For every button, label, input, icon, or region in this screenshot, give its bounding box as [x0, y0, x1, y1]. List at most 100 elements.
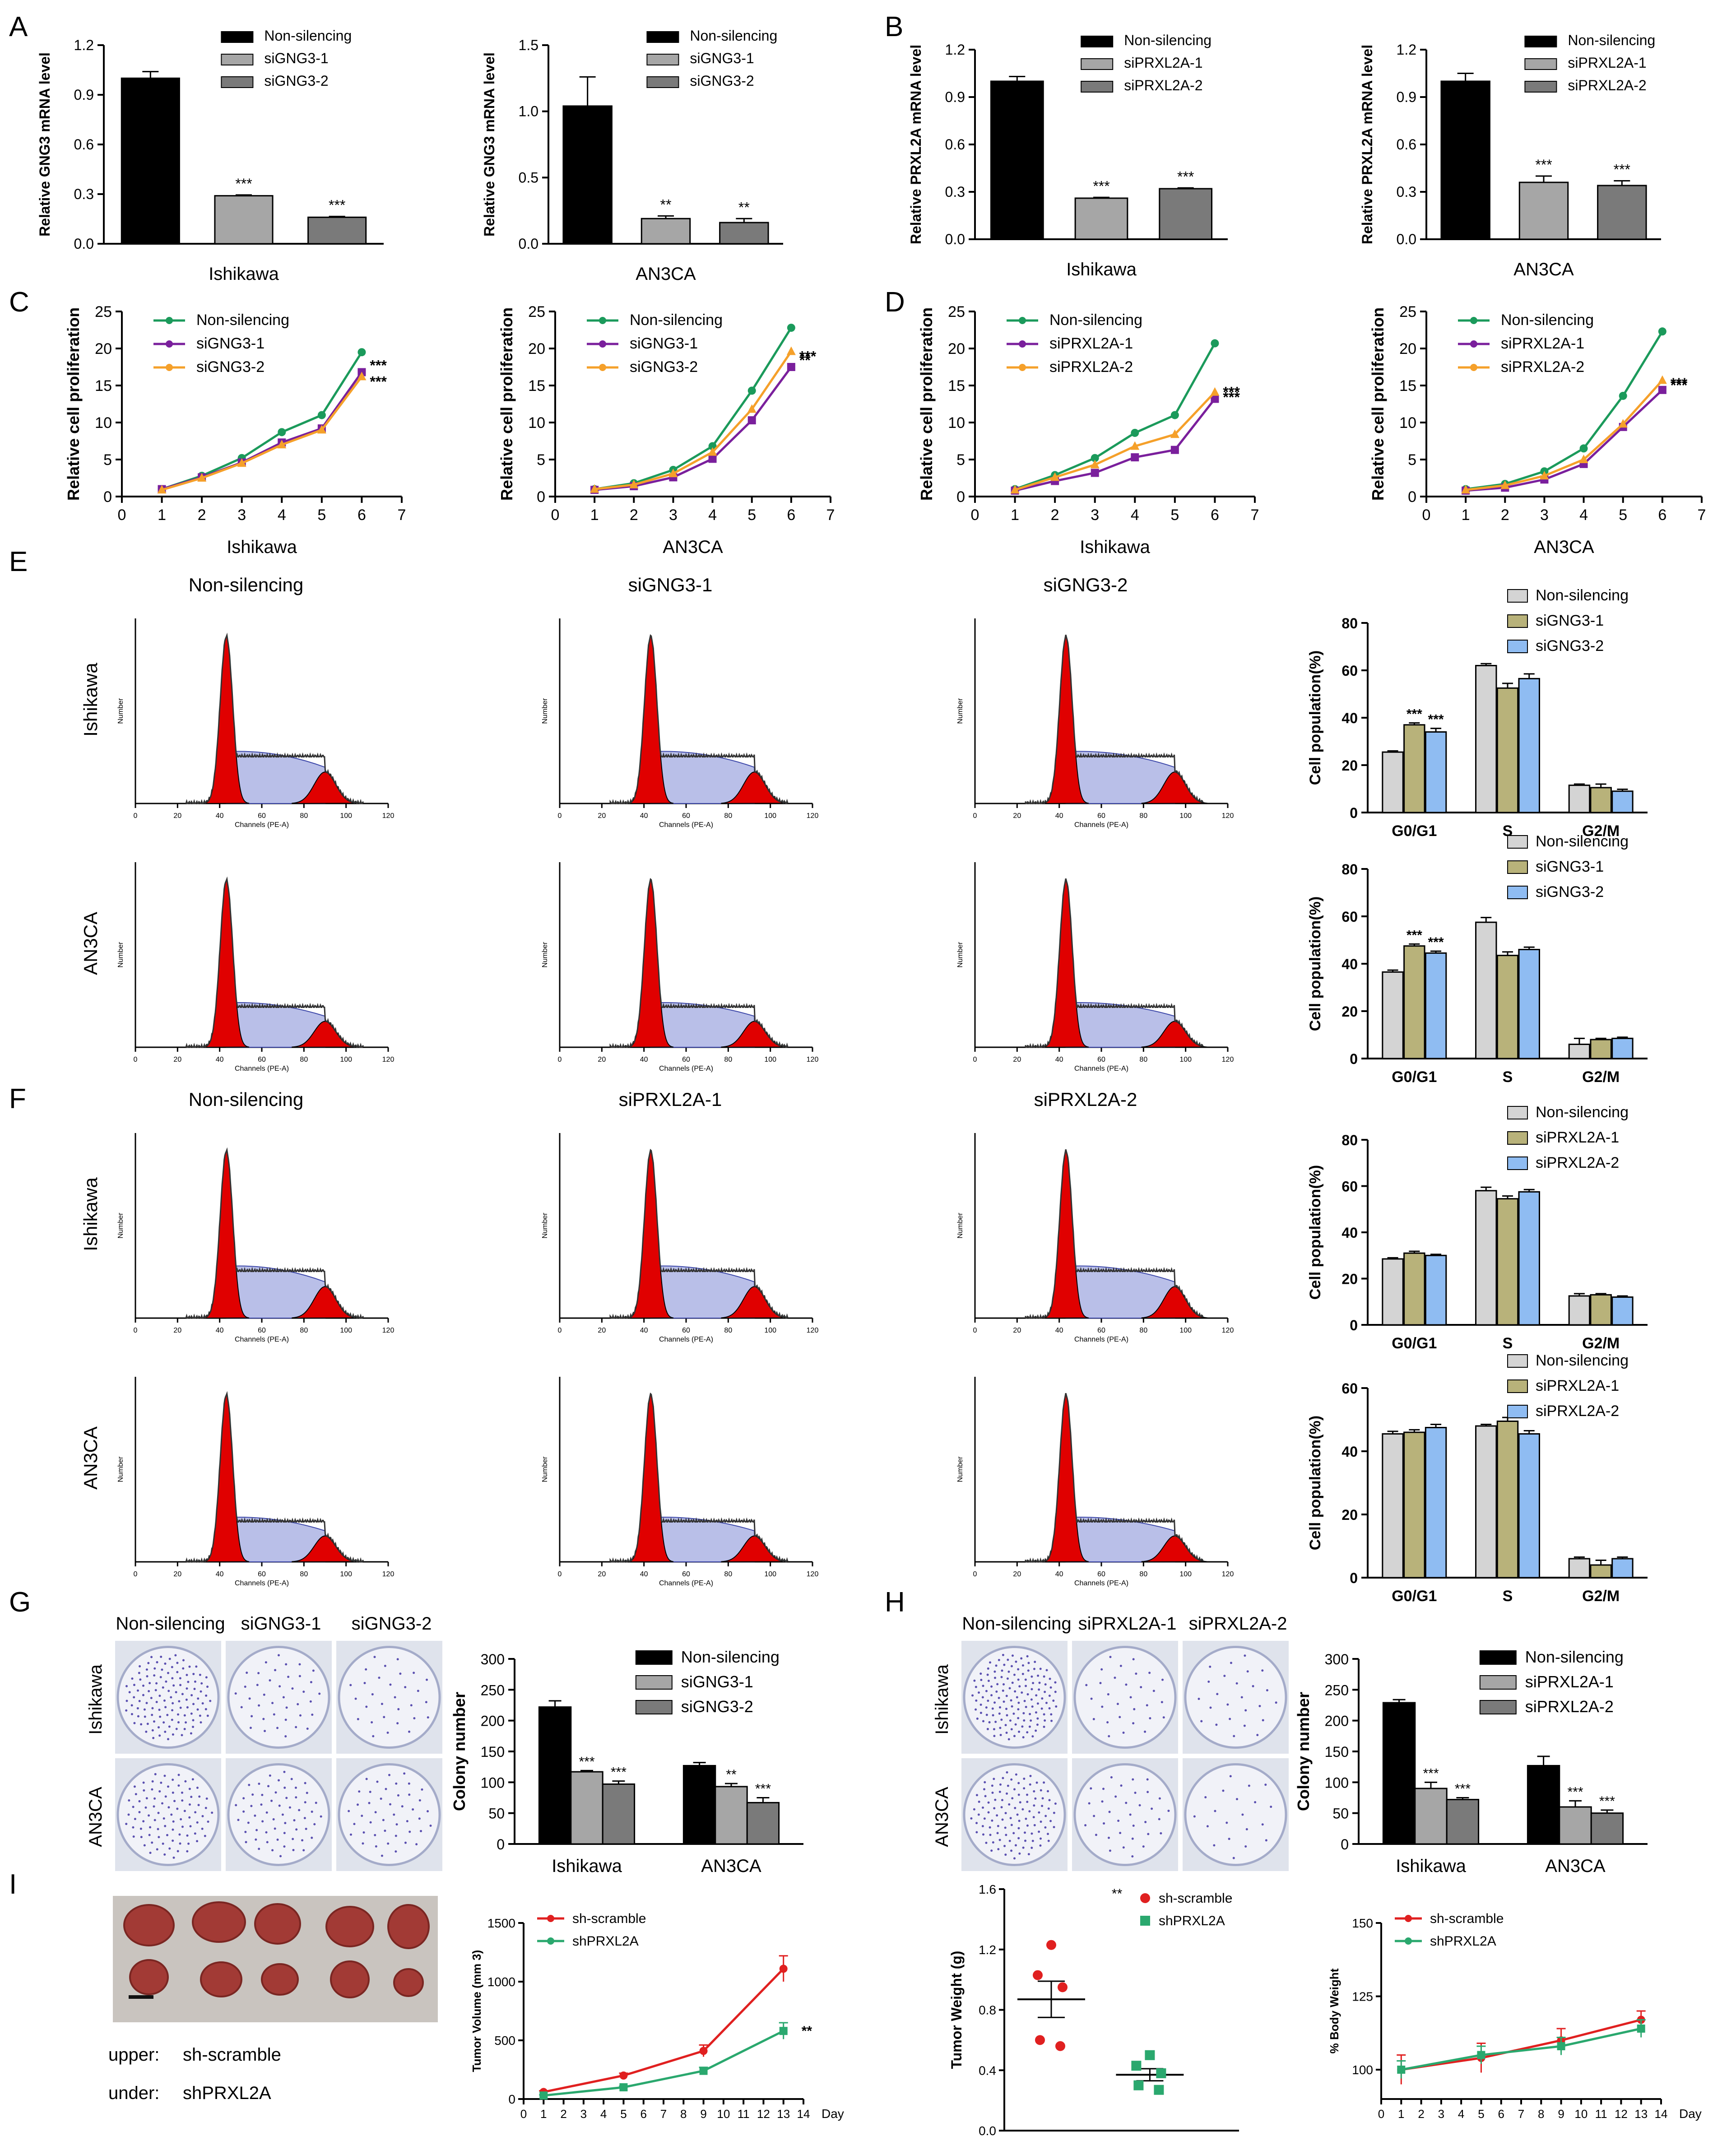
colony-dot	[1107, 1693, 1109, 1695]
histogram-outline	[185, 1391, 364, 1563]
legend-label: siPRXL2A-1	[1536, 1129, 1619, 1146]
y-axis-title: Relative cell proliferation	[917, 307, 936, 501]
legend-swatch	[1081, 36, 1114, 47]
legend-swatch	[1081, 58, 1114, 70]
colony-dot	[285, 1797, 288, 1799]
colony-dot	[1228, 1838, 1230, 1840]
x-tick-label: 9	[700, 2107, 706, 2121]
colony-dot	[1024, 1839, 1026, 1842]
colony-dot	[297, 1703, 299, 1705]
colony-dot	[146, 1723, 149, 1725]
x-axis-title: AN3CA	[1513, 260, 1574, 279]
colony-dot	[403, 1772, 406, 1775]
colony-dot	[1108, 1811, 1111, 1813]
data-point	[619, 2083, 628, 2091]
x-tick-label: 20	[173, 1056, 181, 1064]
colony-dot	[1193, 1815, 1196, 1818]
colony-dot	[1134, 1792, 1137, 1794]
colony-dot	[247, 1821, 250, 1824]
colony-dot	[176, 1807, 179, 1810]
data-point	[277, 440, 287, 449]
colony-dot	[1027, 1853, 1030, 1856]
colony-dot	[1109, 1849, 1111, 1852]
colony-dot	[1031, 1839, 1034, 1842]
x-tick-label: 14	[1655, 2107, 1668, 2121]
colony-dot	[985, 1690, 988, 1692]
colony-dot	[981, 1696, 984, 1699]
colony-dot	[979, 1712, 982, 1714]
colony-dot	[157, 1811, 160, 1814]
legend-swatch	[1507, 1106, 1528, 1119]
data-point	[357, 372, 367, 381]
bar	[602, 1783, 636, 1845]
colony-dot	[1003, 1683, 1005, 1686]
colony-dot	[415, 1843, 418, 1846]
colony-dot	[987, 1700, 989, 1702]
colony-dot	[1225, 1821, 1228, 1824]
colony-dot	[1007, 1784, 1009, 1787]
colony-dot	[1167, 1810, 1170, 1812]
x-tick-label: 5	[747, 506, 756, 524]
colony-dot	[298, 1675, 301, 1677]
colony-dot	[191, 1778, 194, 1781]
data-point	[1397, 2066, 1406, 2074]
colony-dot	[1052, 1700, 1055, 1702]
y-tick-label: 0.0	[74, 236, 94, 252]
legend-marker	[1405, 1937, 1412, 1945]
colony-dot	[397, 1708, 400, 1710]
x-tick-label: 20	[173, 1327, 181, 1334]
legend-label: siGNG3-2	[681, 1697, 753, 1716]
x-tick-label: 0	[134, 1570, 138, 1578]
colony-dot	[998, 1706, 1001, 1709]
colony-dot	[991, 1707, 994, 1710]
colony-dot	[1011, 1705, 1013, 1708]
y-tick-label: 0	[1408, 488, 1416, 506]
bar	[715, 1786, 748, 1845]
colony-dot	[1047, 1839, 1050, 1842]
colony-dot	[1029, 1774, 1032, 1777]
colony-dot	[1020, 1657, 1023, 1660]
colony-dot	[1021, 1808, 1024, 1811]
colony-dot	[283, 1832, 286, 1834]
bar	[1518, 678, 1540, 813]
colony-dot	[186, 1834, 189, 1837]
colony-dot	[1099, 1682, 1102, 1685]
colony-dot	[200, 1690, 202, 1693]
colony-dot	[138, 1811, 141, 1813]
colony-dot	[1025, 1817, 1027, 1820]
legend-label: siPRXL2A-1	[1501, 335, 1584, 352]
y-tick-label: 0	[1350, 1570, 1358, 1586]
bar	[1518, 949, 1540, 1059]
colony-dot	[266, 1841, 269, 1844]
colony-dot	[192, 1672, 195, 1675]
panel-d-ishikawa-chart: 0 5 10 15 20 25 0 1 2 3 4 5 6 7 ****** Ishikawa Relative…	[917, 303, 1259, 557]
x-tick-label: 12	[1615, 2107, 1628, 2121]
y-tick-label: 5	[537, 451, 545, 469]
data-point	[787, 363, 795, 371]
legend-marker	[599, 340, 606, 348]
colony-dot	[986, 1728, 989, 1730]
x-tick-label: 5	[620, 2107, 627, 2121]
colony-dot	[1021, 1691, 1023, 1694]
colony-dot	[151, 1707, 154, 1709]
x-tick-label: 40	[216, 812, 224, 820]
colony-dot	[1044, 1683, 1047, 1686]
colony-dot	[421, 1788, 423, 1791]
colony-dot	[204, 1708, 207, 1710]
colony-dot	[138, 1700, 141, 1702]
x-tick-label: 0	[558, 1327, 562, 1334]
colony-dot	[1003, 1845, 1006, 1848]
colony-dot	[1032, 1816, 1035, 1819]
colony-dot	[184, 1780, 187, 1783]
colony-dot	[410, 1704, 413, 1707]
colony-dot	[256, 1684, 259, 1686]
colony-dot	[365, 1668, 367, 1671]
culture-plate	[227, 1763, 330, 1866]
colony-dot	[188, 1816, 191, 1819]
legend-marker	[547, 1937, 554, 1945]
colony-dot	[234, 1692, 237, 1695]
colony-dot	[418, 1817, 421, 1820]
colony-dot	[357, 1718, 359, 1720]
colony-dot	[298, 1809, 301, 1811]
colony-dot	[265, 1831, 268, 1834]
